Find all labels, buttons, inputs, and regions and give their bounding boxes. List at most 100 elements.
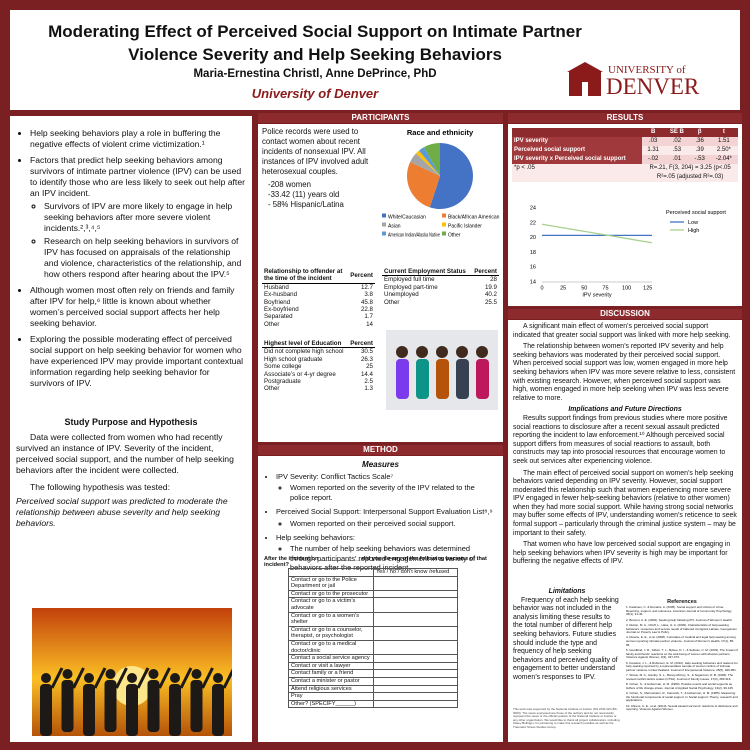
cell: 2.5	[364, 378, 373, 386]
y-tick-label: 16	[530, 265, 536, 271]
row: Contact or visit a lawyer	[288, 661, 458, 671]
header-cell: Percent	[350, 271, 373, 279]
participants-desc: Police records were used to contact wome…	[262, 127, 369, 176]
note-row: *p < .05 R=.21, F(3, 204) = 3.25 (p<.05 R²…	[512, 164, 738, 182]
item: Contact or go to the prosecutor	[288, 589, 374, 599]
reference: 9. Cohen, S., Mermelstein, R., Kamarck, …	[626, 691, 738, 703]
row: Pray	[288, 692, 458, 701]
row: Postgraduate 2.5	[262, 378, 375, 385]
pie-chart: Race and ethnicity White/Caucasian Black/A…	[382, 128, 500, 238]
header-cell: Percent	[350, 340, 373, 347]
line-chart: 14 16 18 20 22 24 0 25 50 75 100 125 IPV severity Per…	[530, 205, 727, 298]
item: Pray	[288, 692, 374, 701]
reference: 10. Ahrens, C. E., et al. (2010). Sexual…	[626, 703, 738, 712]
row: Contact or go to a women’s shelter	[288, 611, 458, 627]
header-row: Yes / no / don’t know /refused	[288, 568, 458, 577]
x-tick-label: 125	[643, 285, 652, 291]
header-row: Relationship to offender at the time of …	[262, 268, 375, 284]
row: Contact or go to the prosecutor	[288, 589, 458, 599]
row: Contact a minister or pastor	[288, 676, 458, 686]
item: Other? (SPECIFY______)	[288, 699, 374, 709]
question: After the incident on _____________ did …	[264, 556, 487, 568]
limitations-text: Frequency of each help seeking behavior …	[513, 596, 619, 681]
pie-slice	[410, 153, 440, 176]
cell: .53	[672, 147, 682, 153]
header-row: Current Employment Status Percent	[382, 268, 499, 276]
header-cell: B	[651, 129, 656, 135]
sub-list: Women reported on the severity of the IP…	[276, 483, 495, 502]
sub-list: The number of help seeking behaviors was…	[276, 544, 495, 572]
cell: -2.04*	[715, 156, 732, 162]
x-tick-label: 50	[581, 285, 587, 291]
cell: 1.7	[364, 313, 373, 321]
pie-slice	[424, 143, 440, 176]
y-tick-label: 22	[530, 220, 536, 226]
limitations: Limitations Frequency of each help seekin…	[513, 588, 621, 686]
cell	[373, 692, 458, 701]
item: Contact or go to a women’s shelter	[288, 611, 374, 627]
pie-slice	[418, 147, 440, 176]
implications-paragraph: The main effect of perceived social supp…	[513, 469, 737, 537]
cell: 22.8	[360, 306, 373, 314]
references: References 1. Kaukinen, C. & Demaris, A. …	[626, 598, 738, 714]
sub-bullet: Women reported on their perceived social…	[290, 519, 495, 528]
item: Contact or go to a victim’s advocate	[288, 597, 374, 613]
authors: Maria-Ernestina Christl, Anne DePrince, …	[193, 68, 437, 80]
row: Associate’s or 4-yr degree 14.4	[262, 371, 375, 378]
cell: Husband	[264, 283, 289, 291]
bullet-list: IPV Severity: Conflict Tactics Scale⁷ Wom…	[258, 472, 495, 573]
row: High school graduate 26.3	[262, 356, 375, 363]
y-tick-label: 18	[530, 250, 536, 256]
answer-header: Yes / no / don’t know /refused	[373, 568, 458, 577]
reference: 3. Dutton, M. A., Orloff, L., Hass, G. A…	[626, 622, 737, 635]
cell: 45.8	[360, 298, 373, 306]
bullet: Exploring the possible moderating effect…	[30, 334, 246, 389]
sunset-image	[32, 608, 232, 736]
header-cell: Current Employment Status	[384, 268, 466, 275]
item: Contact family or a friend	[288, 669, 374, 678]
row: Contact or go to a victim’s advocate	[288, 597, 458, 613]
bullet-text: Help seeking behaviors play a role in bu…	[30, 128, 221, 149]
item: Attend religious services	[288, 684, 374, 694]
item: Contact or go to the Police Department o…	[288, 575, 374, 591]
demographic: -33.42 (11) years old	[268, 190, 340, 199]
row: Husband 12.7	[262, 283, 375, 291]
study-heading: Study Purpose and Hypothesis	[64, 417, 198, 427]
x-axis-label: IPV severity	[582, 292, 612, 298]
bullet-text: Although women most often rely on friend…	[30, 285, 235, 328]
x-tick-label: 100	[622, 285, 631, 291]
cell: Boyfriend	[264, 298, 291, 306]
cell: 25	[366, 363, 373, 371]
demographic: - 58% Hispanic/Latina	[268, 200, 344, 209]
results-panel: B SE B β t IPV severity .03 .02 .36 1.51 Perceive…	[508, 124, 742, 306]
sub-bullet: The number of help seeking behaviors was…	[290, 544, 495, 572]
cell	[373, 684, 458, 694]
series-line	[541, 223, 653, 244]
cell: Unemployed	[384, 291, 419, 299]
cell: High school graduate	[264, 355, 323, 363]
sub-bullet: Women reported on the severity of the IP…	[290, 483, 495, 502]
reference: 7. Straus, M. A., Hamby, S. L., Boney-Mc…	[626, 673, 734, 681]
cell: Perceived social support	[512, 146, 643, 155]
participants-text: Police records were used to contact wome…	[262, 127, 377, 210]
cell: .39	[695, 147, 704, 153]
cell	[373, 639, 458, 656]
cell: 3.8	[364, 291, 373, 299]
study-text: Data were collected from women who had r…	[16, 432, 234, 475]
header-cell: t	[722, 129, 725, 135]
cell: 2.50*	[716, 147, 731, 153]
header-cell: β	[697, 129, 702, 135]
cell: Employed full time	[384, 276, 435, 284]
bullet: Although women most often rely on friend…	[30, 285, 246, 329]
cell	[373, 611, 458, 627]
stat: R²=.05 (adjusted R²=.03)	[656, 174, 724, 180]
implications-paragraph: Results support findings from previous s…	[513, 414, 728, 465]
sub-bullet: Research on help seeking behaviors in su…	[44, 236, 246, 280]
measures-heading: Measures	[362, 460, 399, 469]
item: Contact a social service agency	[288, 654, 374, 663]
logo-icon	[567, 62, 603, 96]
legend-title: Perceived social support	[666, 210, 726, 216]
cell: Separated	[264, 313, 293, 321]
stats: R=.21, F(3, 204) = 3.25 (p<.05 R²=.05 (ad…	[642, 164, 738, 182]
